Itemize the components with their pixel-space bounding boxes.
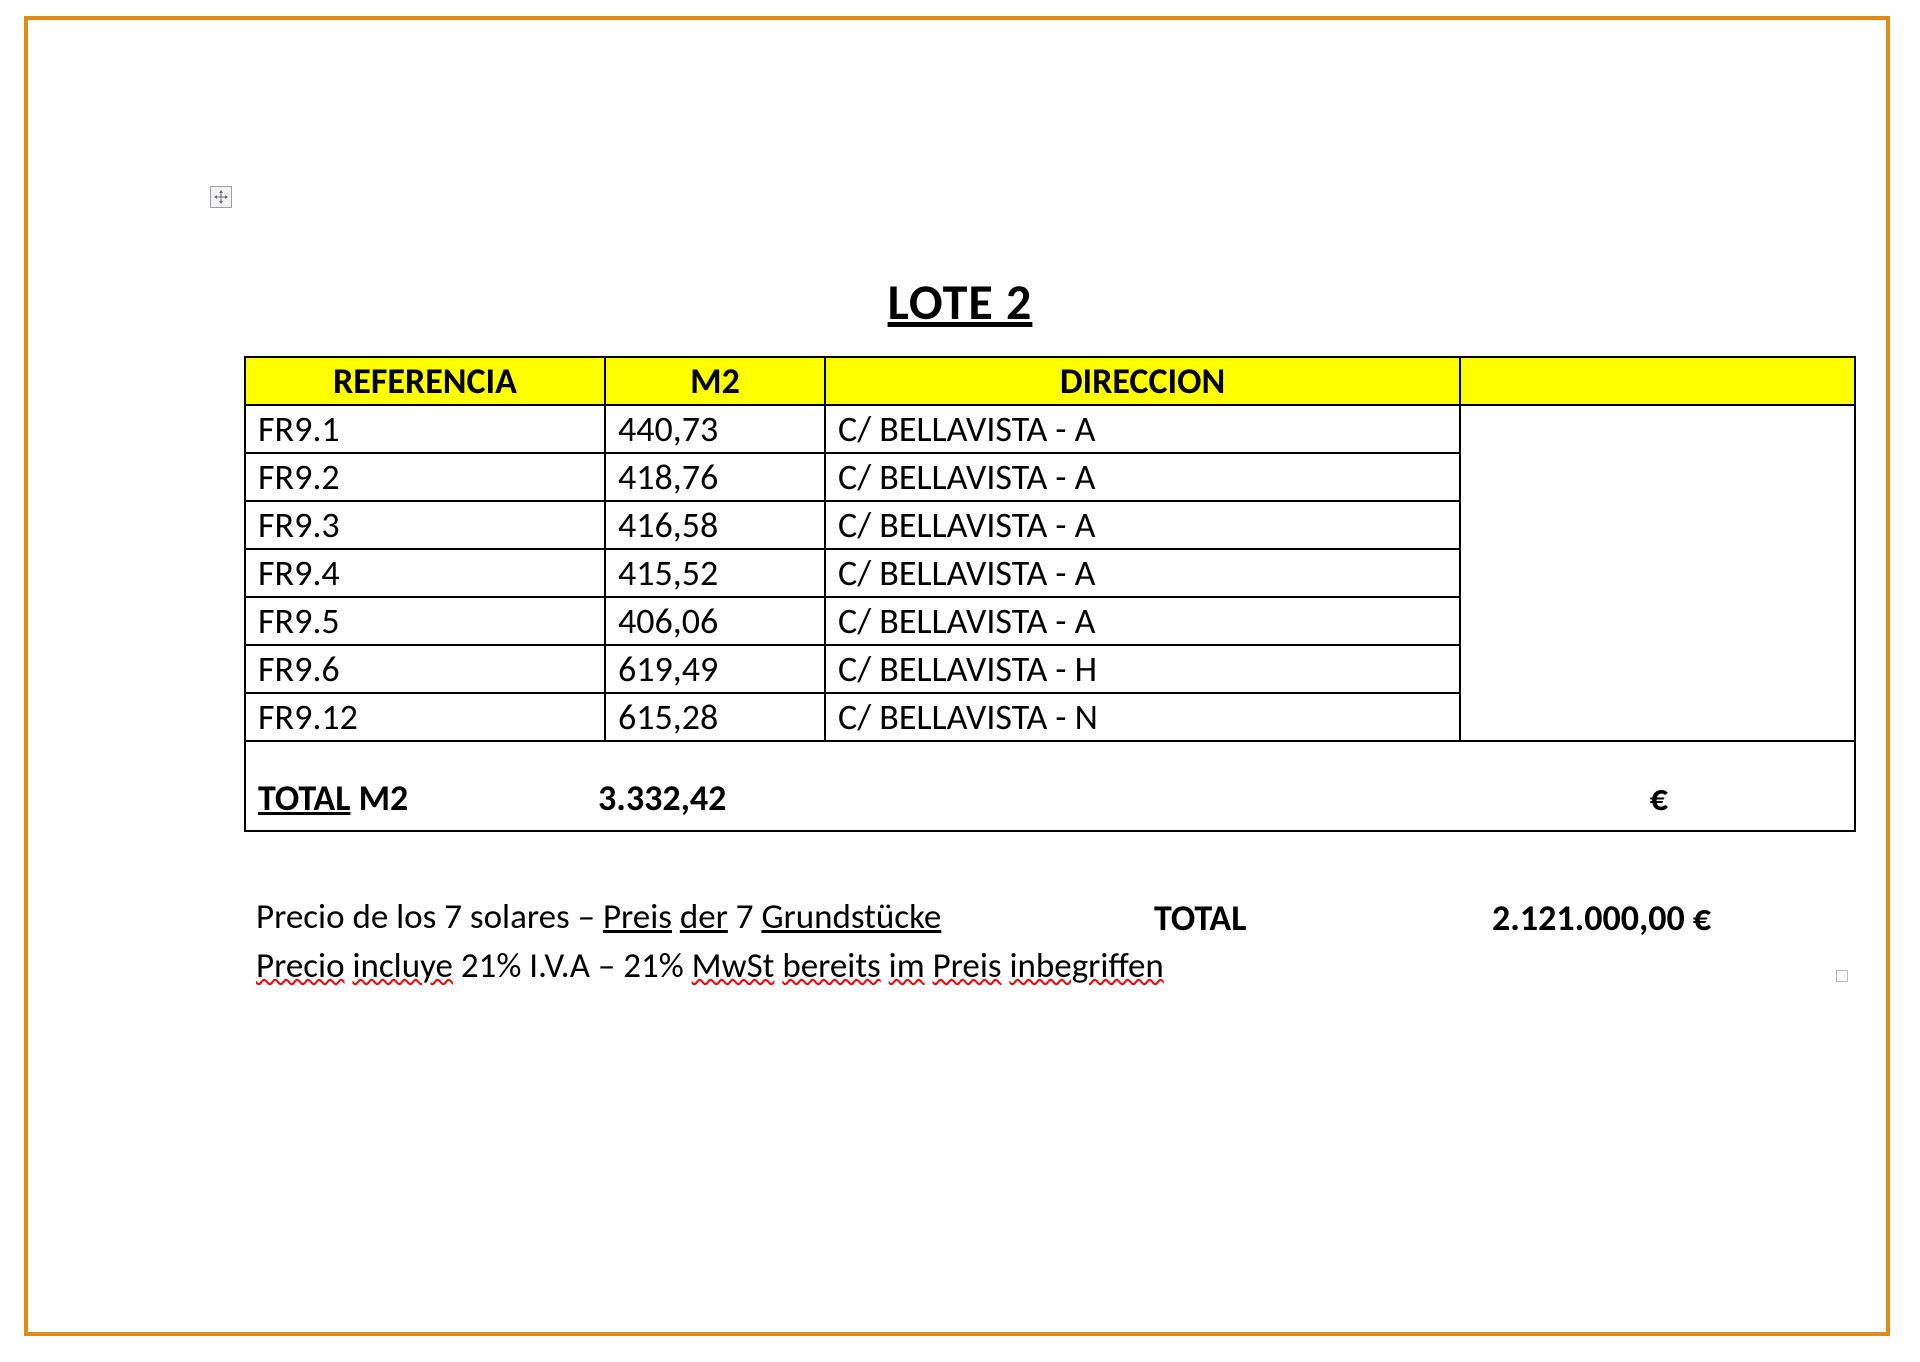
cell-dir: C/ BELLAVISTA - A [825,453,1460,501]
note-text: Precio [256,945,345,987]
cell-m2: 416,58 [605,501,825,549]
table-row: FR9.1 440,73 C/ BELLAVISTA - A [245,405,1855,453]
cell-dir: C/ BELLAVISTA - N [825,693,1460,741]
footer-total-label: TOTAL M2 [258,776,408,820]
note-text [925,945,933,987]
col-direccion: DIRECCION [825,357,1460,405]
cell-ref: FR9.5 [245,597,605,645]
cell-ref: FR9.2 [245,453,605,501]
col-m2: M2 [605,357,825,405]
cell-m2: 415,52 [605,549,825,597]
note-text: incluye [352,945,452,987]
note-text: MwSt [692,945,775,987]
cell-m2: 615,28 [605,693,825,741]
cell-dir: C/ BELLAVISTA - A [825,501,1460,549]
footer-total-label-underlined: TOTAL [258,776,350,820]
note-text: im [889,945,925,987]
note-text: bereits [782,945,880,987]
note-text [672,896,680,938]
cell-m2: 406,06 [605,597,825,645]
cell-ref: FR9.1 [245,405,605,453]
notes-line-1: Precio de los 7 solares – Preis der 7 Gr… [256,894,1816,941]
end-of-content-mark-icon [1836,970,1848,982]
note-text: Preis [603,896,672,938]
cell-ref: FR9.4 [245,549,605,597]
note-text: 21% I.V.A – 21% [453,945,692,987]
cell-dir: C/ BELLAVISTA - H [825,645,1460,693]
note-text: der [680,896,728,938]
grand-total-label: TOTAL [1154,894,1246,943]
table-footer-row: TOTAL M2 3.332,42 € [245,741,1855,831]
cell-ref: FR9.12 [245,693,605,741]
table-header-row: REFERENCIA M2 DIRECCION [245,357,1855,405]
cell-extra-merged [1460,405,1855,741]
col-referencia: REFERENCIA [245,357,605,405]
note-text: Preis [933,945,1002,987]
cell-dir: C/ BELLAVISTA - A [825,549,1460,597]
cell-m2: 619,49 [605,645,825,693]
cell-ref: FR9.3 [245,501,605,549]
note-text: 7 [728,896,762,938]
cell-m2: 418,76 [605,453,825,501]
table-footer-cell: TOTAL M2 3.332,42 € [245,741,1855,831]
notes-block: Precio de los 7 solares – Preis der 7 Gr… [256,894,1816,991]
cell-dir: C/ BELLAVISTA - A [825,597,1460,645]
footer-total-value: 3.332,42 [598,776,726,820]
note-text: Precio de los 7 solares – [256,896,603,938]
cell-dir: C/ BELLAVISTA - A [825,405,1460,453]
cell-ref: FR9.6 [245,645,605,693]
note-text: inbegriffen [1009,945,1163,987]
lots-table: REFERENCIA M2 DIRECCION FR9.1 440,73 C/ … [244,356,1856,832]
note-text [881,945,889,987]
page-title: LOTE 2 [0,272,1920,333]
notes-line-2: Precio incluye 21% I.V.A – 21% MwSt bere… [256,943,1816,990]
col-extra [1460,357,1855,405]
grand-total-value: 2.121.000,00 € [1492,894,1711,943]
note-text: Grundstücke [761,896,941,938]
cell-m2: 440,73 [605,405,825,453]
table-anchor-icon [210,186,232,208]
footer-total-label-rest: M2 [350,776,408,820]
footer-euro-symbol: € [1650,776,1668,820]
